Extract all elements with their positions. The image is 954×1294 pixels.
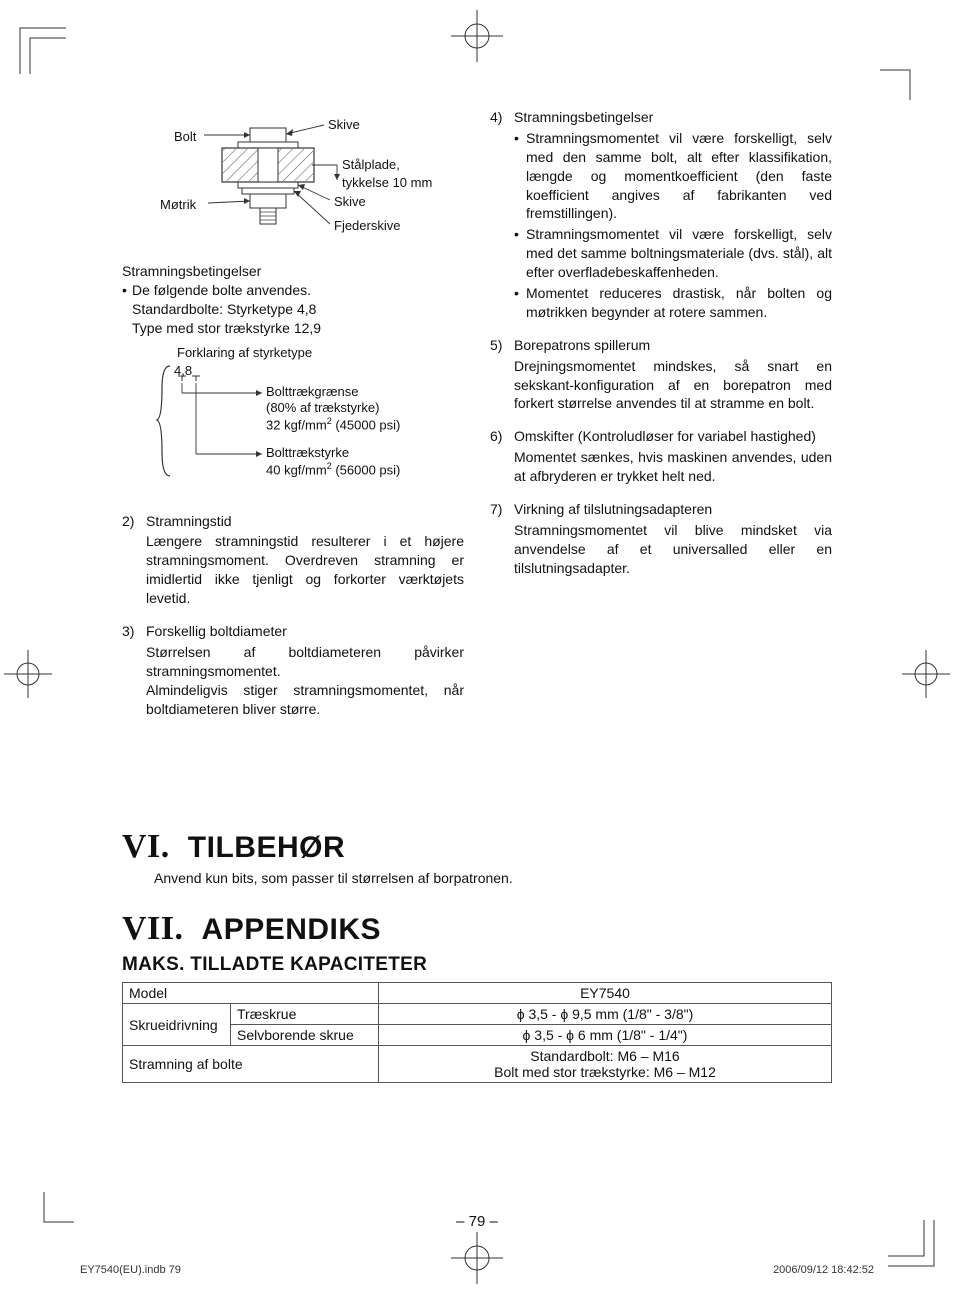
footer-right: 2006/09/12 18:42:52	[773, 1264, 874, 1276]
item-6-title: Omskifter (Kontroludløser for variabel h…	[514, 427, 832, 446]
table-row: Stramning af bolte Standardbolt: M6 – M1…	[123, 1046, 832, 1083]
section-vi-title: TILBEHØR	[188, 831, 345, 865]
section-vi-sub: Anvend kun bits, som passer til størrels…	[154, 870, 832, 886]
cell-self-drill-val: ϕ 3,5 - ϕ 6 mm (1/8" - 1/4")	[379, 1025, 832, 1046]
item-7-num: 7)	[490, 500, 514, 578]
item-2-num: 2)	[122, 512, 146, 608]
label-washer-top: Skive	[328, 116, 360, 134]
section-vii-h2: MAKS. TILLADTE KAPACITETER	[122, 954, 832, 976]
item-4-b2: Stramningsmomentet vil være forskelligt,…	[514, 225, 832, 282]
cond-line-3: Type med stor trækstyrke 12,9	[122, 319, 464, 338]
item-2: 2) Stramningstid Længere stramningstid r…	[122, 512, 464, 608]
cell-bolt-fasten: Stramning af bolte	[123, 1046, 379, 1083]
yield-label: Bolttrækgrænse (80% af trækstyrke) 32 kg…	[266, 384, 400, 434]
roman-vi: VI.	[122, 828, 170, 866]
item-3-title: Forskellig boltdiameter	[146, 622, 464, 641]
label-nut: Møtrik	[160, 196, 196, 214]
section-vii-heading: VII. APPENDIKS	[122, 910, 832, 948]
item-2-body: Længere stramningstid resulterer i et hø…	[146, 532, 464, 608]
item-2-title: Stramningstid	[146, 512, 464, 531]
item-6: 6) Omskifter (Kontroludløser for variabe…	[490, 427, 832, 486]
registration-mark-right	[900, 648, 952, 700]
registration-mark-bottom	[447, 1228, 507, 1288]
table-row: Model EY7540	[123, 983, 832, 1004]
label-spring-washer: Fjederskive	[334, 217, 400, 235]
item-5-body: Drejningsmomentet mindskes, så snart en …	[514, 357, 832, 414]
cell-wood-screw-val: ϕ 3,5 - ϕ 9,5 mm (1/8" - 3/8")	[379, 1004, 832, 1025]
cell-self-drill: Selvborende skrue	[231, 1025, 379, 1046]
cell-wood-screw: Træskrue	[231, 1004, 379, 1025]
item-6-body: Momentet sænkes, hvis maskinen anvendes,…	[514, 448, 832, 486]
item-5-num: 5)	[490, 336, 514, 414]
footer-left: EY7540(EU).indb 79	[80, 1264, 181, 1276]
item-4-b3: Momentet reduceres drastisk, når bolten …	[514, 284, 832, 322]
section-vii: VII. APPENDIKS MAKS. TILLADTE KAPACITETE…	[122, 910, 832, 1083]
section-vi-heading: VI. TILBEHØR	[122, 828, 832, 866]
crop-mark-top-left	[18, 26, 68, 76]
item-7-title: Virkning af tilslutningsadapteren	[514, 500, 832, 519]
table-row: Skrueidrivning Træskrue ϕ 3,5 - ϕ 9,5 mm…	[123, 1004, 832, 1025]
tensile-label: Bolttrækstyrke 40 kgf/mm2 (56000 psi)	[266, 445, 400, 479]
cond-line-1: De følgende bolte anvendes.	[122, 281, 464, 300]
section-vi: VI. TILBEHØR Anvend kun bits, som passer…	[122, 828, 832, 886]
item-7: 7) Virkning af tilslutningsadapteren Str…	[490, 500, 832, 578]
roman-vii: VII.	[122, 910, 184, 948]
item-4-b1: Stramningsmomentet vil være forskelligt,…	[514, 129, 832, 223]
cell-bolt-vals: Standardbolt: M6 – M16 Bolt med stor træ…	[379, 1046, 832, 1083]
item-3-num: 3)	[122, 622, 146, 718]
item-6-num: 6)	[490, 427, 514, 486]
capacities-table: Model EY7540 Skrueidrivning Træskrue ϕ 3…	[122, 982, 832, 1083]
item-4-title: Stramningsbetingelser	[514, 108, 832, 127]
label-bolt: Bolt	[174, 128, 196, 146]
conditions-heading: Stramningsbetingelser	[122, 262, 464, 281]
item-3-body: Størrelsen af boltdiameteren påvirker st…	[146, 643, 464, 719]
strength-type-diagram: Forklaring af styrketype 4,8 Bolttrækgræ…	[152, 348, 464, 498]
cell-screw-driving: Skrueidrivning	[123, 1004, 231, 1046]
item-5: 5) Borepatrons spillerum Drejningsmoment…	[490, 336, 832, 414]
item-4: 4) Stramningsbetingelser Stramningsmomen…	[490, 108, 832, 322]
label-steel-plate: Stålplade, tykkelse 10 mm	[342, 156, 432, 191]
bolt-assembly-diagram: Bolt Møtrik Skive Stålplade, tykkelse 10…	[152, 108, 464, 248]
item-4-num: 4)	[490, 108, 514, 322]
label-washer-bottom: Skive	[334, 193, 366, 211]
registration-mark-left	[2, 648, 54, 700]
left-column: Bolt Møtrik Skive Stålplade, tykkelse 10…	[122, 108, 464, 718]
cell-model-value: EY7540	[379, 983, 832, 1004]
page-number: – 79 –	[0, 1213, 954, 1230]
item-5-title: Borepatrons spillerum	[514, 336, 832, 355]
right-column: 4) Stramningsbetingelser Stramningsmomen…	[490, 108, 832, 718]
cond-line-2: Standardbolte: Styrketype 4,8	[122, 300, 464, 319]
section-vii-title: APPENDIKS	[202, 913, 382, 947]
strength-title: Forklaring af styrketype	[177, 345, 312, 361]
registration-mark-top	[447, 6, 507, 66]
cell-model-label: Model	[123, 983, 379, 1004]
item-3: 3) Forskellig boltdiameter Størrelsen af…	[122, 622, 464, 718]
crop-mark-inner-tr	[878, 68, 912, 102]
item-7-body: Stramningsmomentet vil blive mindsket vi…	[514, 521, 832, 578]
conditions-list: De følgende bolte anvendes. Standardbolt…	[122, 281, 464, 338]
strength-marker: 4,8	[174, 363, 192, 379]
